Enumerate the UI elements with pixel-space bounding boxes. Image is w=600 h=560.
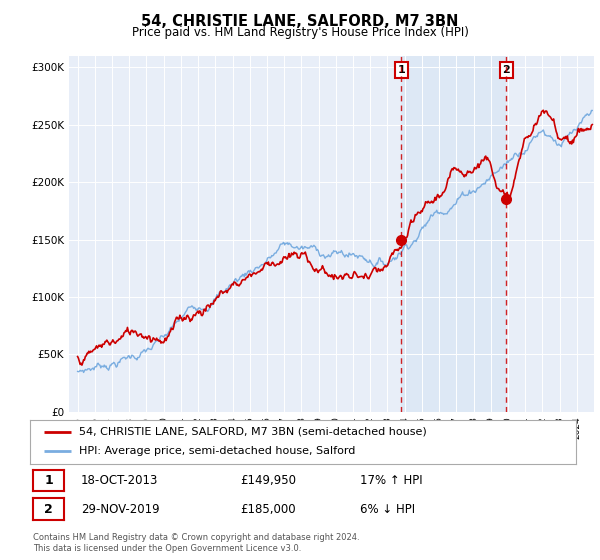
Text: 54, CHRISTIE LANE, SALFORD, M7 3BN: 54, CHRISTIE LANE, SALFORD, M7 3BN bbox=[142, 14, 458, 29]
Text: Contains HM Land Registry data © Crown copyright and database right 2024.
This d: Contains HM Land Registry data © Crown c… bbox=[33, 533, 359, 553]
Text: 1: 1 bbox=[44, 474, 53, 487]
Text: 1: 1 bbox=[397, 65, 405, 75]
Text: £185,000: £185,000 bbox=[240, 502, 296, 516]
Text: 54, CHRISTIE LANE, SALFORD, M7 3BN (semi-detached house): 54, CHRISTIE LANE, SALFORD, M7 3BN (semi… bbox=[79, 427, 427, 437]
Text: 2: 2 bbox=[502, 65, 510, 75]
Text: Price paid vs. HM Land Registry's House Price Index (HPI): Price paid vs. HM Land Registry's House … bbox=[131, 26, 469, 39]
Bar bbox=[401, 56, 506, 412]
Text: 6% ↓ HPI: 6% ↓ HPI bbox=[360, 502, 415, 516]
Text: 18-OCT-2013: 18-OCT-2013 bbox=[81, 474, 158, 487]
Text: 2: 2 bbox=[44, 502, 53, 516]
Text: £149,950: £149,950 bbox=[240, 474, 296, 487]
Text: 17% ↑ HPI: 17% ↑ HPI bbox=[360, 474, 422, 487]
Text: HPI: Average price, semi-detached house, Salford: HPI: Average price, semi-detached house,… bbox=[79, 446, 356, 456]
Text: 29-NOV-2019: 29-NOV-2019 bbox=[81, 502, 160, 516]
